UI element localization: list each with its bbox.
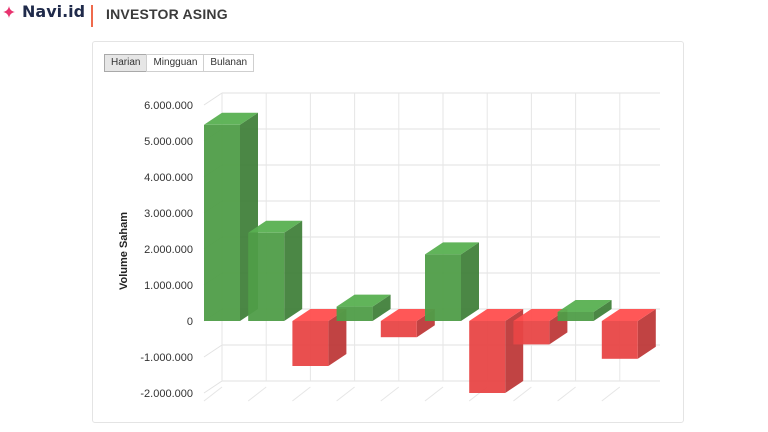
gridline-wall xyxy=(203,344,223,358)
header: Navi.id INVESTOR ASING xyxy=(0,0,768,34)
bar-top-face xyxy=(601,309,656,321)
bar-front-face xyxy=(380,321,417,338)
y-tick-label: -1.000.000 xyxy=(140,352,193,364)
bar-front-face xyxy=(204,124,240,321)
tab-harian[interactable]: Harian xyxy=(104,54,148,72)
floor-tick xyxy=(557,386,576,402)
bar-top-face xyxy=(513,309,568,321)
floor-tick xyxy=(336,386,355,402)
bar-9 xyxy=(557,300,612,321)
chart-panel: Harian Mingguan Bulanan xyxy=(92,41,684,423)
logo[interactable]: Navi.id xyxy=(2,2,85,21)
y-tick-label: 4.000.000 xyxy=(144,172,193,184)
bar-top-face xyxy=(380,309,435,321)
page-title: INVESTOR ASING xyxy=(106,6,228,22)
floor-tick xyxy=(424,386,444,402)
bar-top-face xyxy=(292,309,347,321)
bar-top-face xyxy=(557,300,612,312)
bar-side-face xyxy=(593,300,612,321)
y-tick-label: 1.000.000 xyxy=(144,280,193,292)
floor-tick xyxy=(292,386,311,402)
floor-tick xyxy=(247,386,267,402)
bar-top-face xyxy=(469,309,524,321)
bar-6 xyxy=(425,242,479,321)
bar-side-face xyxy=(372,294,391,321)
floor-tick xyxy=(203,386,223,402)
y-tick-label: 0 xyxy=(187,316,193,328)
floor-tick xyxy=(380,386,400,402)
y-tick-label: 2.000.000 xyxy=(144,244,193,256)
floor-tick xyxy=(513,386,532,402)
bar-top-face xyxy=(336,294,391,307)
logo-text: Navi.id xyxy=(22,2,86,21)
bar-front-face xyxy=(601,321,638,359)
bar-front-face xyxy=(336,306,373,321)
bar-side-face xyxy=(637,309,656,359)
floor-tick xyxy=(601,386,621,402)
bar-top-face xyxy=(248,220,303,233)
bar-top-face xyxy=(425,242,479,255)
y-axis-title: Volume Saham xyxy=(118,212,130,290)
bar-front-face xyxy=(292,321,329,366)
period-tabs: Harian Mingguan Bulanan xyxy=(104,54,255,72)
tab-bulanan[interactable]: Bulanan xyxy=(203,54,255,72)
bar-front-face xyxy=(248,232,285,321)
y-tick-label: 5.000.000 xyxy=(144,136,193,148)
bar-side-face xyxy=(328,309,347,366)
bar-side-face xyxy=(284,220,303,321)
bar-front-face xyxy=(425,254,461,321)
bar-3 xyxy=(292,309,347,366)
gridline-wall xyxy=(203,92,223,106)
bar-10 xyxy=(601,309,656,359)
bar-side-face xyxy=(461,242,479,321)
header-divider xyxy=(91,5,93,27)
bar-front-face xyxy=(557,312,594,321)
gridline-wall xyxy=(203,380,223,394)
y-tick-label: -2.000.000 xyxy=(140,388,193,400)
navi-logo-icon xyxy=(3,5,15,18)
bar-top-face xyxy=(204,112,258,125)
bar-front-face xyxy=(469,321,506,393)
bar-2 xyxy=(248,220,303,321)
bar-8 xyxy=(513,309,568,345)
y-tick-label: 3.000.000 xyxy=(144,208,193,220)
bar-4 xyxy=(336,294,391,321)
bar-front-face xyxy=(513,321,550,345)
y-tick-label: 6.000.000 xyxy=(144,100,193,112)
